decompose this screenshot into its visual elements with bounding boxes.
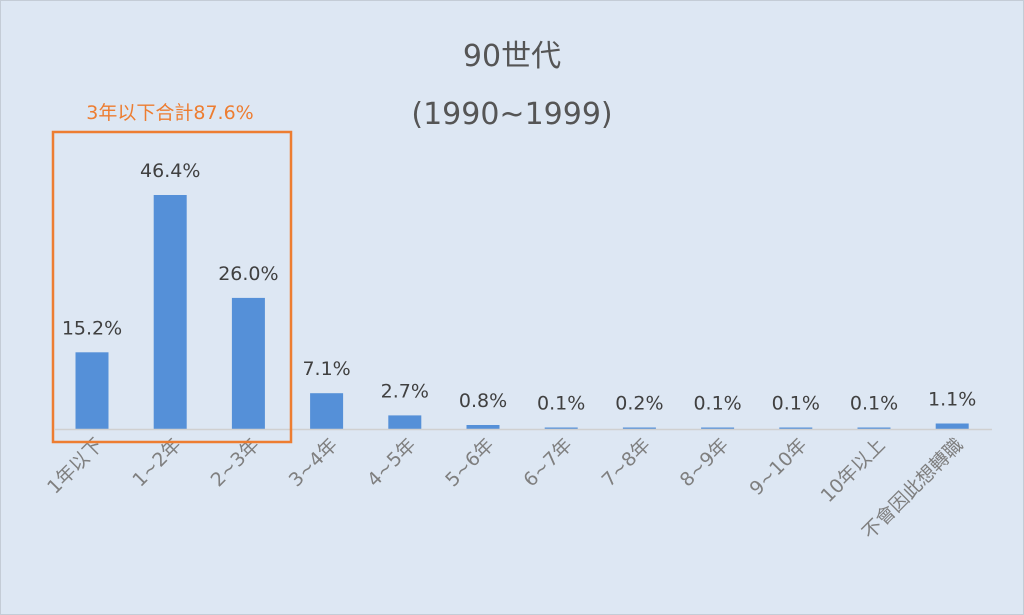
data-labels-group: 15.2% 46.4% 26.0% 7.1% 2.7% 0.8% 0.1% 0.2% 0.1% 0… bbox=[62, 160, 977, 415]
data-label-6: 0.8% bbox=[459, 390, 507, 412]
x-tick-label-5: 4~5年 bbox=[363, 434, 420, 491]
bar-1 bbox=[76, 352, 109, 429]
chart-subtitle: (1990~1999) bbox=[411, 97, 612, 132]
highlight-annotation: 3年以下合計87.6% bbox=[86, 102, 253, 124]
data-label-8: 0.2% bbox=[615, 393, 663, 415]
bar-6 bbox=[467, 425, 500, 429]
data-label-2: 46.4% bbox=[140, 160, 200, 182]
data-label-1: 15.2% bbox=[62, 317, 122, 339]
data-label-12: 1.1% bbox=[928, 389, 976, 411]
bar-5 bbox=[388, 415, 421, 429]
bar-3 bbox=[232, 298, 265, 429]
x-tick-label-1: 1年以下 bbox=[43, 434, 107, 498]
bar-4 bbox=[310, 393, 343, 429]
x-tick-label-9: 8~9年 bbox=[676, 434, 733, 491]
x-tick-label-4: 3~4年 bbox=[285, 434, 342, 491]
x-tick-label-7: 6~7年 bbox=[519, 434, 576, 491]
data-label-10: 0.1% bbox=[772, 393, 820, 415]
bar-2 bbox=[154, 195, 187, 429]
data-label-9: 0.1% bbox=[693, 393, 741, 415]
data-label-11: 0.1% bbox=[850, 393, 898, 415]
x-tick-label-8: 7~8年 bbox=[598, 434, 655, 491]
x-tick-labels-group: 1年以下 1~2年 2~3年 3~4年 4~5年 5~6年 6~7年 7~8年 8~9年 9~10… bbox=[43, 434, 968, 544]
data-label-5: 2.7% bbox=[381, 380, 429, 402]
x-tick-label-6: 5~6年 bbox=[441, 434, 498, 491]
x-tick-label-10: 9~10年 bbox=[745, 434, 811, 500]
bars-group bbox=[76, 195, 969, 429]
data-label-7: 0.1% bbox=[537, 393, 585, 415]
x-tick-label-11: 10年以上 bbox=[817, 434, 890, 507]
chart-title: 90世代 bbox=[463, 39, 561, 74]
data-label-3: 26.0% bbox=[218, 263, 278, 285]
data-label-4: 7.1% bbox=[302, 358, 350, 380]
bar-12 bbox=[936, 424, 969, 430]
